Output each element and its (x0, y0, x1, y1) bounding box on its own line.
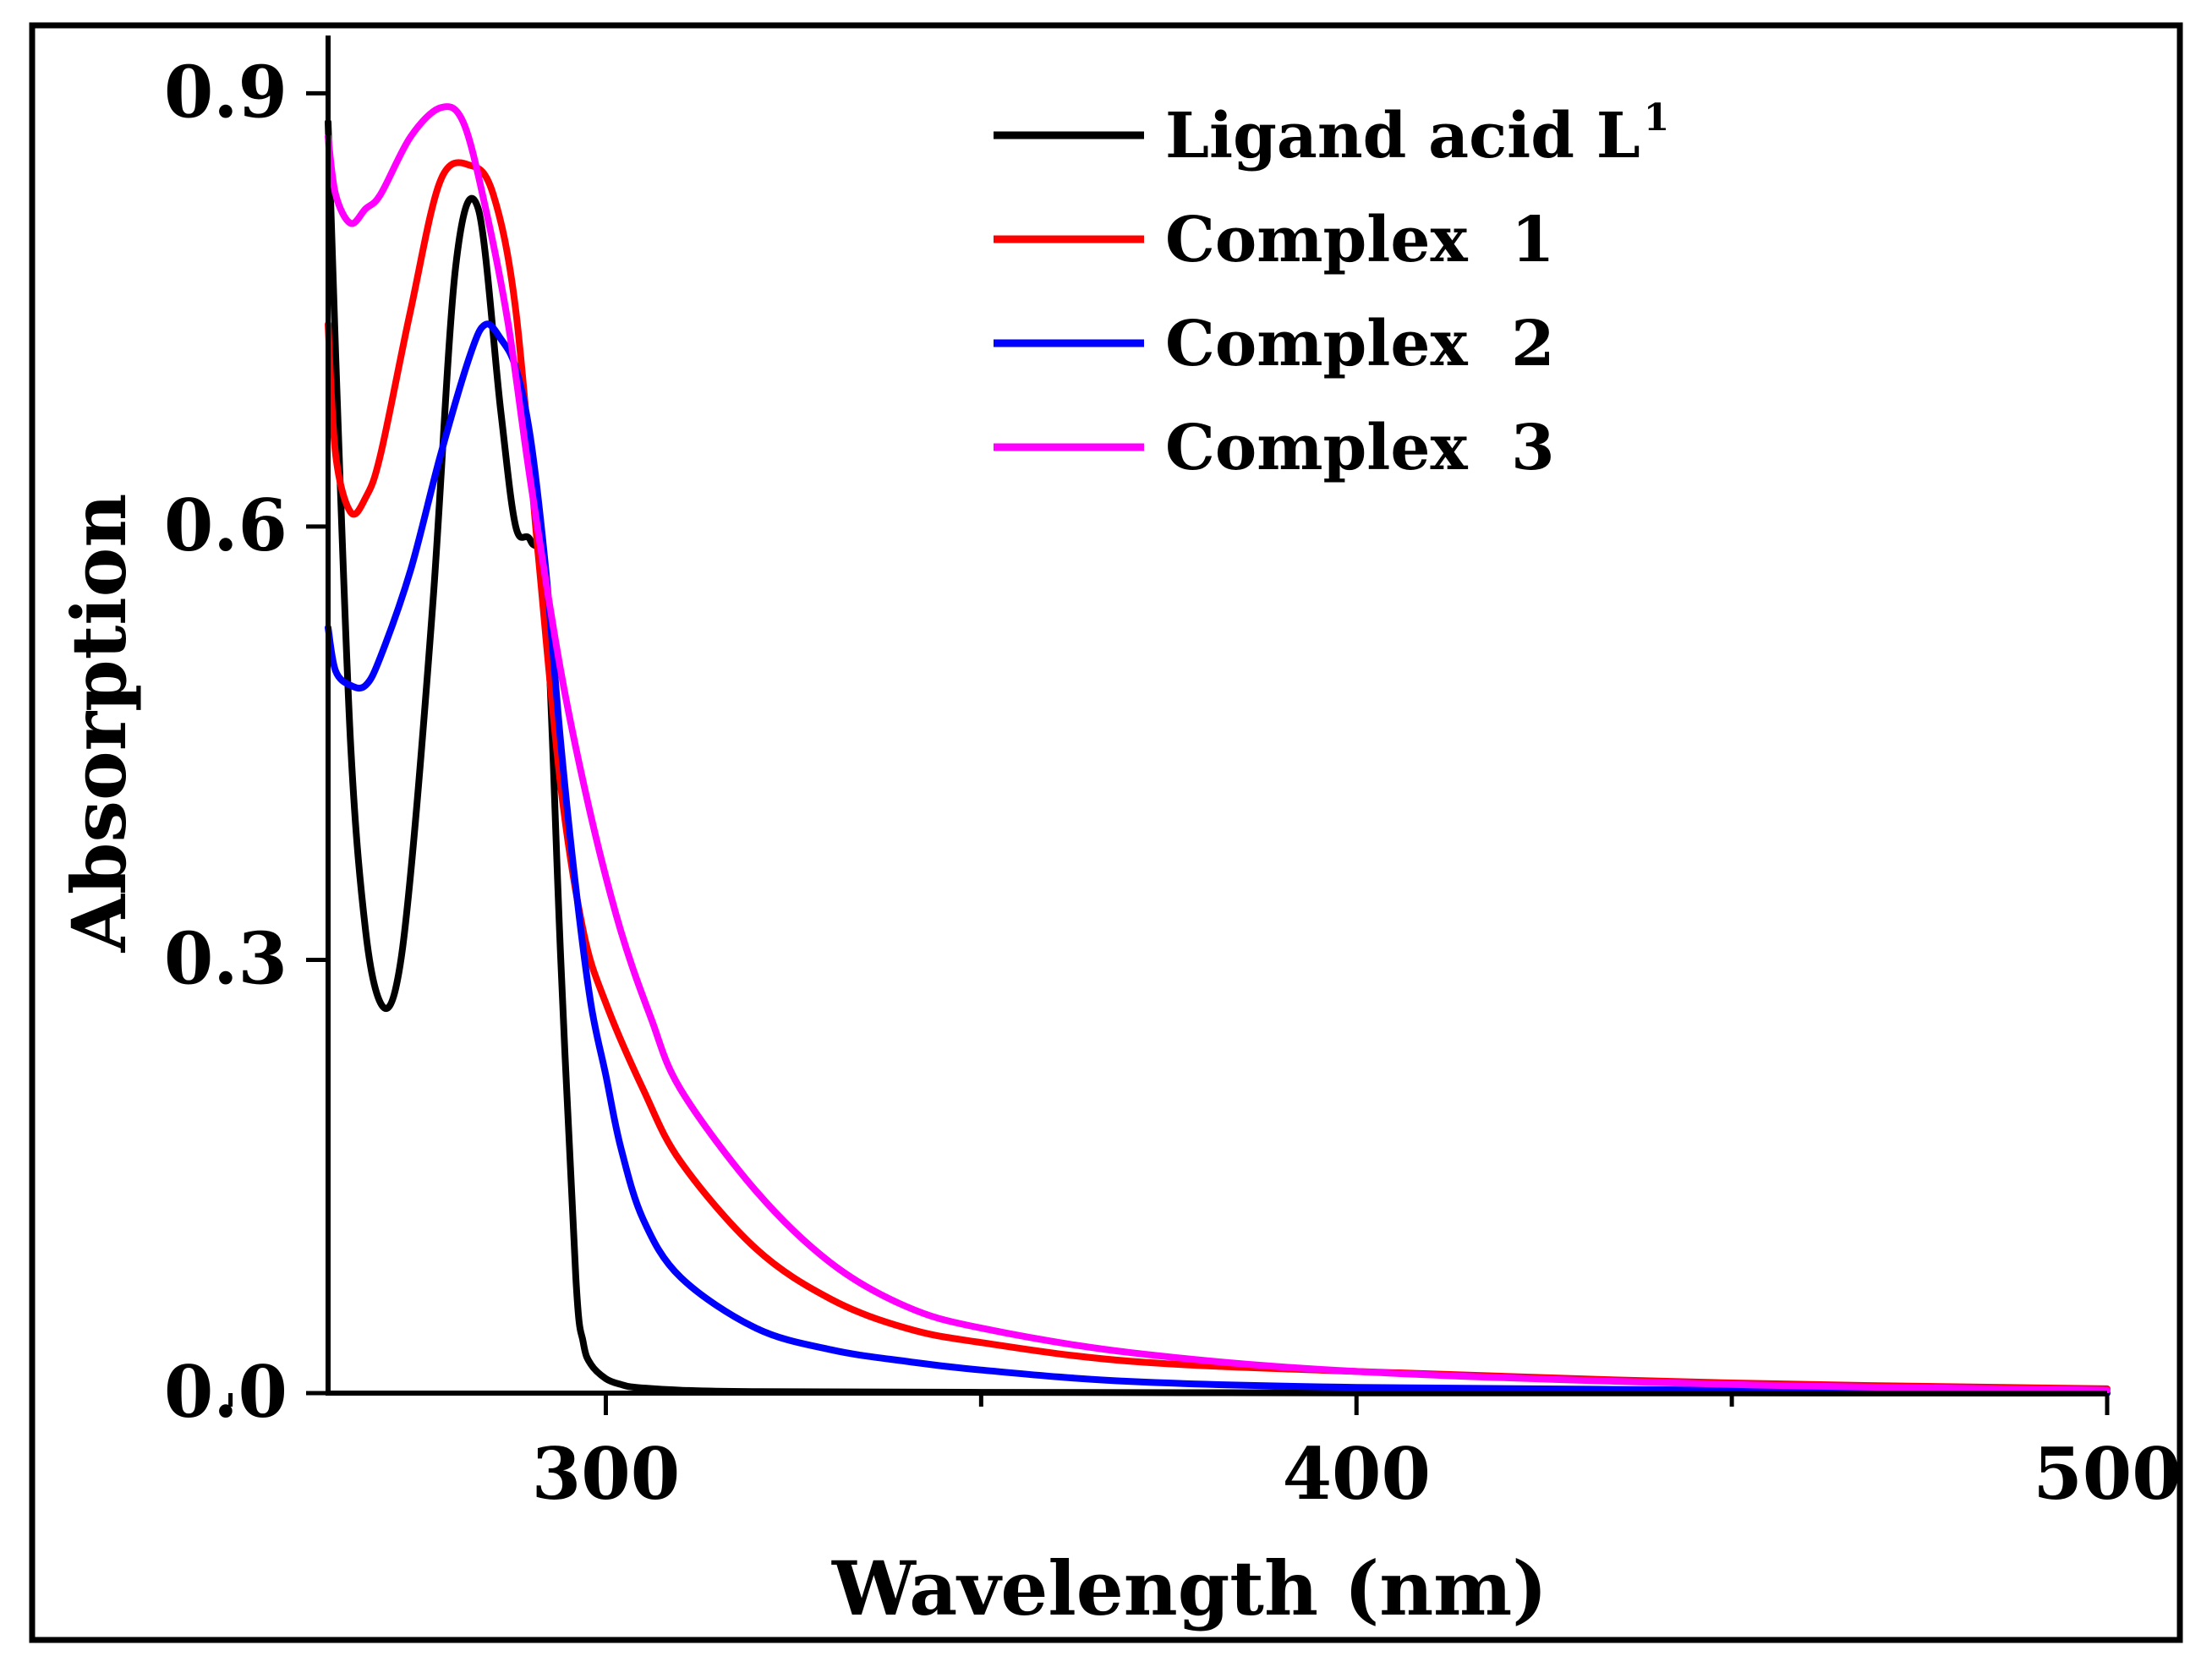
x-tick-label: 400 (1283, 1432, 1431, 1516)
legend-superscript: 1 (1644, 96, 1670, 139)
y-tick-label: 0.9 (164, 50, 287, 134)
series-line-3 (325, 320, 2111, 1396)
series-line-2 (325, 159, 2111, 1392)
legend-label-4: Complex 3 (1165, 412, 1555, 484)
y-tick-label: 0.0 (164, 1350, 287, 1434)
ticks: 0.0 0.3 0.6 0.9 300 400 500 (164, 50, 2182, 1516)
y-tick-label: 0.3 (164, 916, 287, 1000)
legend: Ligand acid L1 Complex 1 Complex 2 Complex … (994, 96, 1669, 484)
figure-frame (29, 22, 2183, 1643)
x-tick-label: 300 (532, 1432, 680, 1516)
legend-label-1: Ligand acid L1 (1165, 96, 1669, 172)
axes (326, 36, 2107, 1396)
y-tick-label: 0.6 (164, 484, 287, 567)
x-axis-title: Wavelength (nm) (831, 1544, 1547, 1632)
y-axis-title: Absorption (55, 494, 143, 954)
series-line-4 (325, 103, 2111, 1394)
legend-label-3: Complex 2 (1165, 308, 1555, 380)
legend-label-2: Complex 1 (1165, 204, 1555, 276)
series-group (325, 103, 2111, 1396)
x-tick-label: 500 (2033, 1432, 2181, 1516)
